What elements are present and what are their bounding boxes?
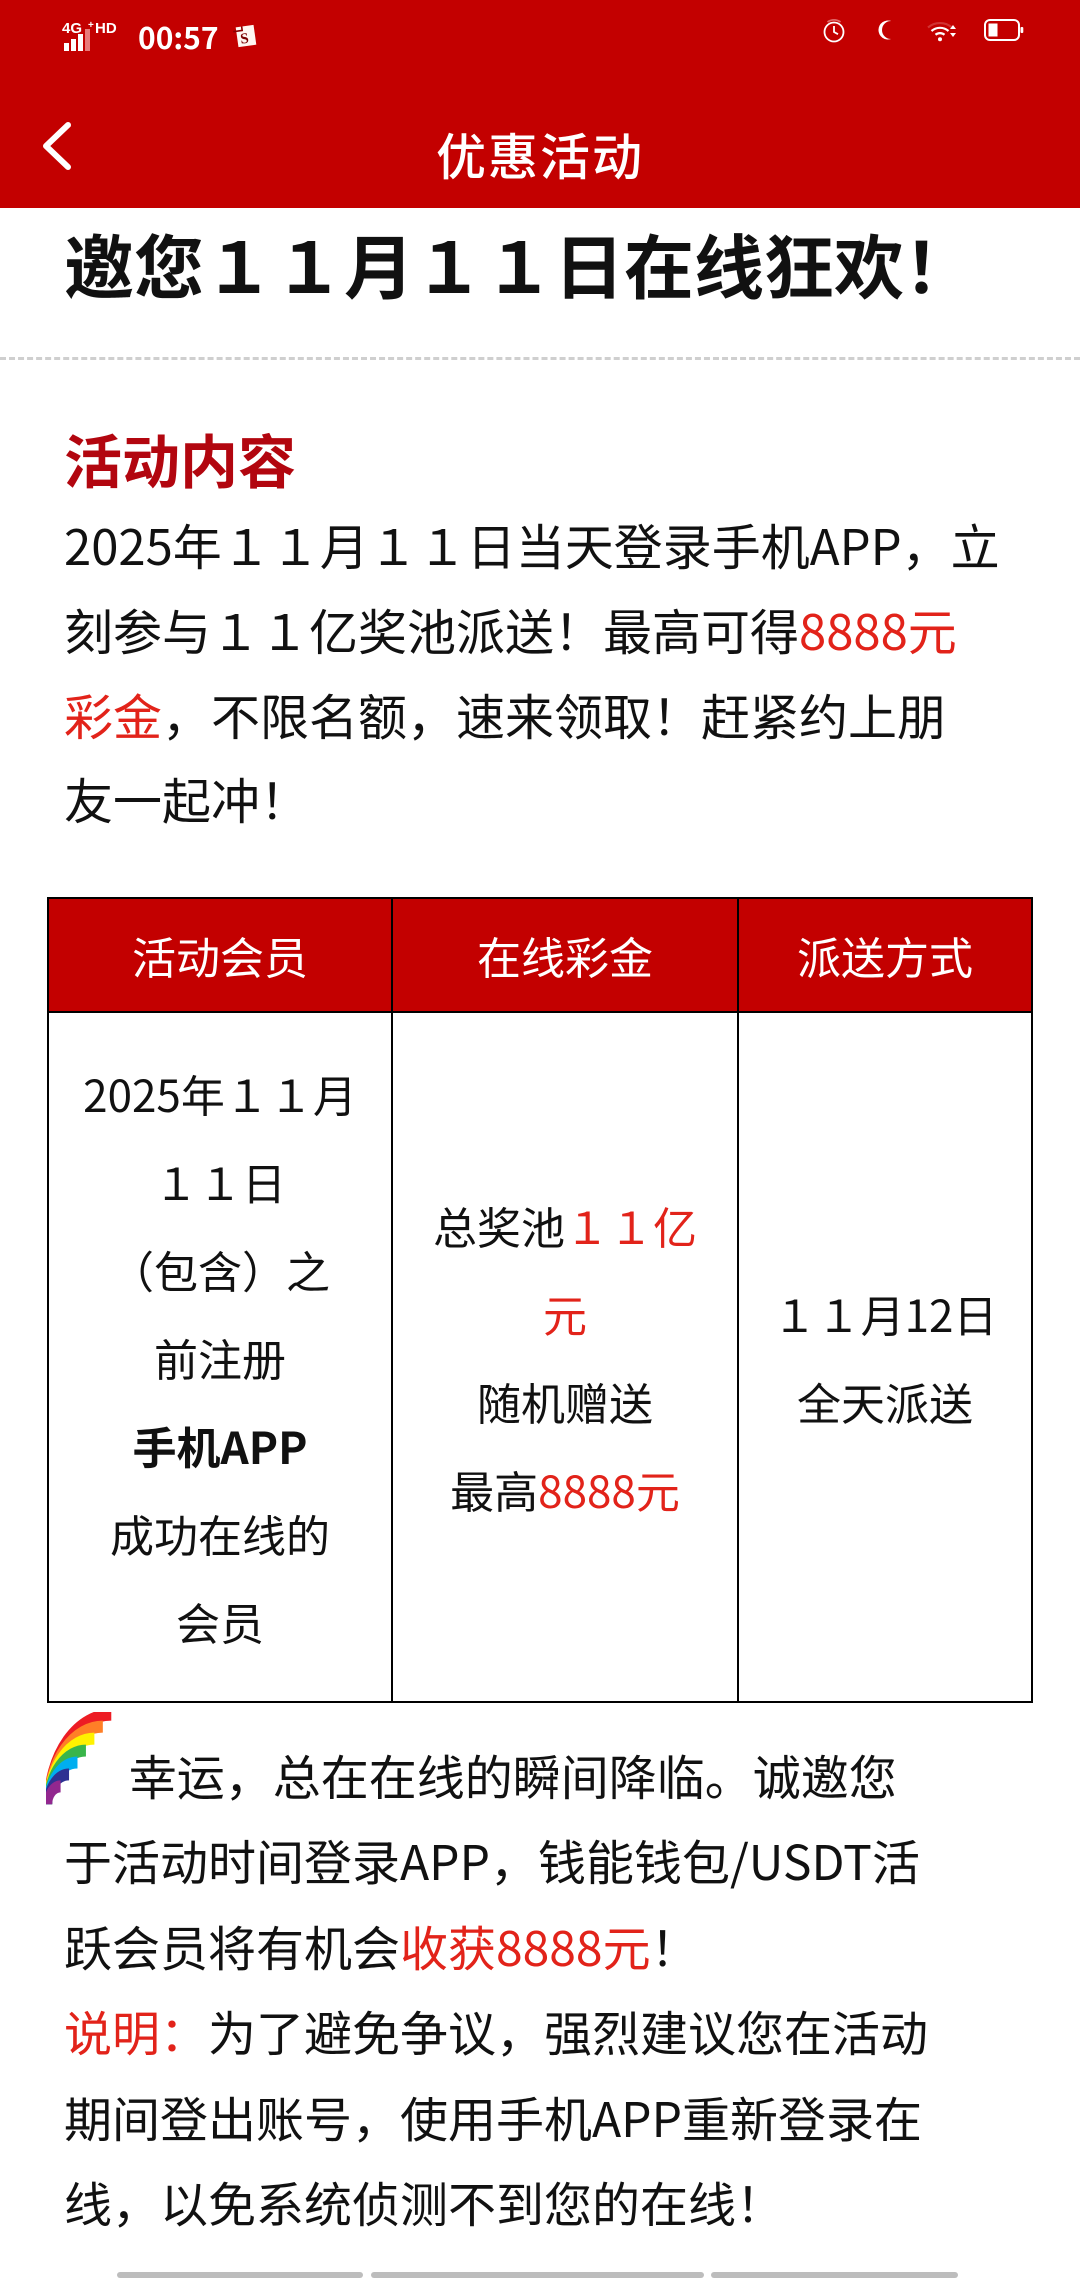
svg-text:HD: HD xyxy=(95,20,117,37)
